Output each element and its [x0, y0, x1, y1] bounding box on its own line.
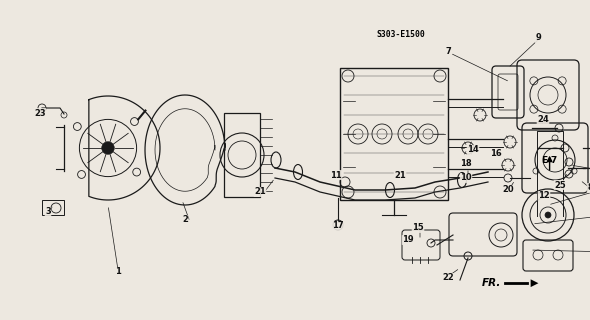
Text: 21: 21: [394, 171, 406, 180]
Text: 9: 9: [535, 34, 541, 43]
Text: 2: 2: [182, 215, 188, 225]
Text: 18: 18: [460, 158, 472, 167]
Text: 16: 16: [490, 148, 502, 157]
Text: 22: 22: [442, 274, 454, 283]
FancyArrowPatch shape: [508, 279, 539, 287]
Text: 12: 12: [538, 191, 550, 201]
Text: E-7: E-7: [542, 156, 558, 165]
Circle shape: [101, 142, 114, 154]
Text: 19: 19: [402, 236, 414, 244]
FancyArrowPatch shape: [548, 157, 552, 170]
Text: 14: 14: [467, 146, 479, 155]
Bar: [42, 200, 64, 215]
Bar: [224, 113, 260, 197]
Text: FR.: FR.: [482, 278, 501, 288]
Text: 23: 23: [34, 108, 46, 117]
Text: 25: 25: [554, 180, 566, 189]
Text: 24: 24: [537, 116, 549, 124]
Text: 11: 11: [330, 171, 342, 180]
Text: 10: 10: [460, 173, 472, 182]
Text: 8: 8: [587, 183, 590, 193]
Text: 17: 17: [332, 221, 344, 230]
Text: 1: 1: [115, 268, 121, 276]
Text: 3: 3: [45, 207, 51, 217]
Bar: [340, 68, 448, 200]
Circle shape: [545, 212, 551, 218]
Text: 20: 20: [502, 186, 514, 195]
Text: 7: 7: [445, 47, 451, 57]
Text: 21: 21: [254, 188, 266, 196]
Text: 15: 15: [412, 223, 424, 233]
Text: S303-E1500: S303-E1500: [376, 30, 425, 39]
